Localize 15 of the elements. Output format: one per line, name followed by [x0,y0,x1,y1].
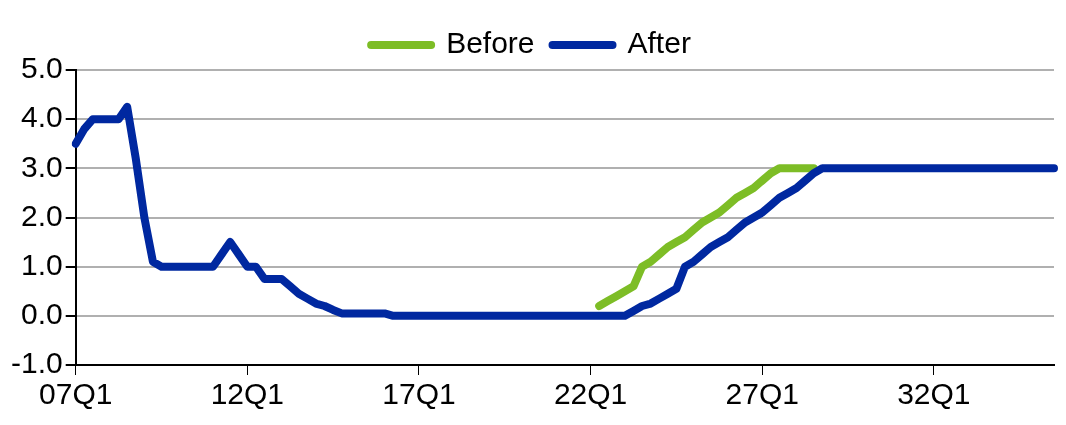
legend-label: After [627,26,691,60]
y-tick-label: 5.0 [20,51,63,85]
y-tick-label: 2.0 [20,198,63,232]
x-tick-label: 12Q1 [210,377,285,411]
y-tick-label: 4.0 [20,100,63,134]
y-tick-label: -1.0 [10,346,63,380]
y-tick-label: 0.0 [20,297,63,331]
x-tick-label: 22Q1 [553,377,628,411]
x-tick-label: 17Q1 [382,377,456,411]
x-tick-label: 07Q1 [39,377,113,411]
x-tick-label: 27Q1 [725,377,799,411]
legend-label: Before [446,26,535,60]
y-tick-label: 3.0 [20,149,63,183]
y-tick-label: 1.0 [20,247,63,281]
x-tick-label: 32Q1 [897,377,971,411]
